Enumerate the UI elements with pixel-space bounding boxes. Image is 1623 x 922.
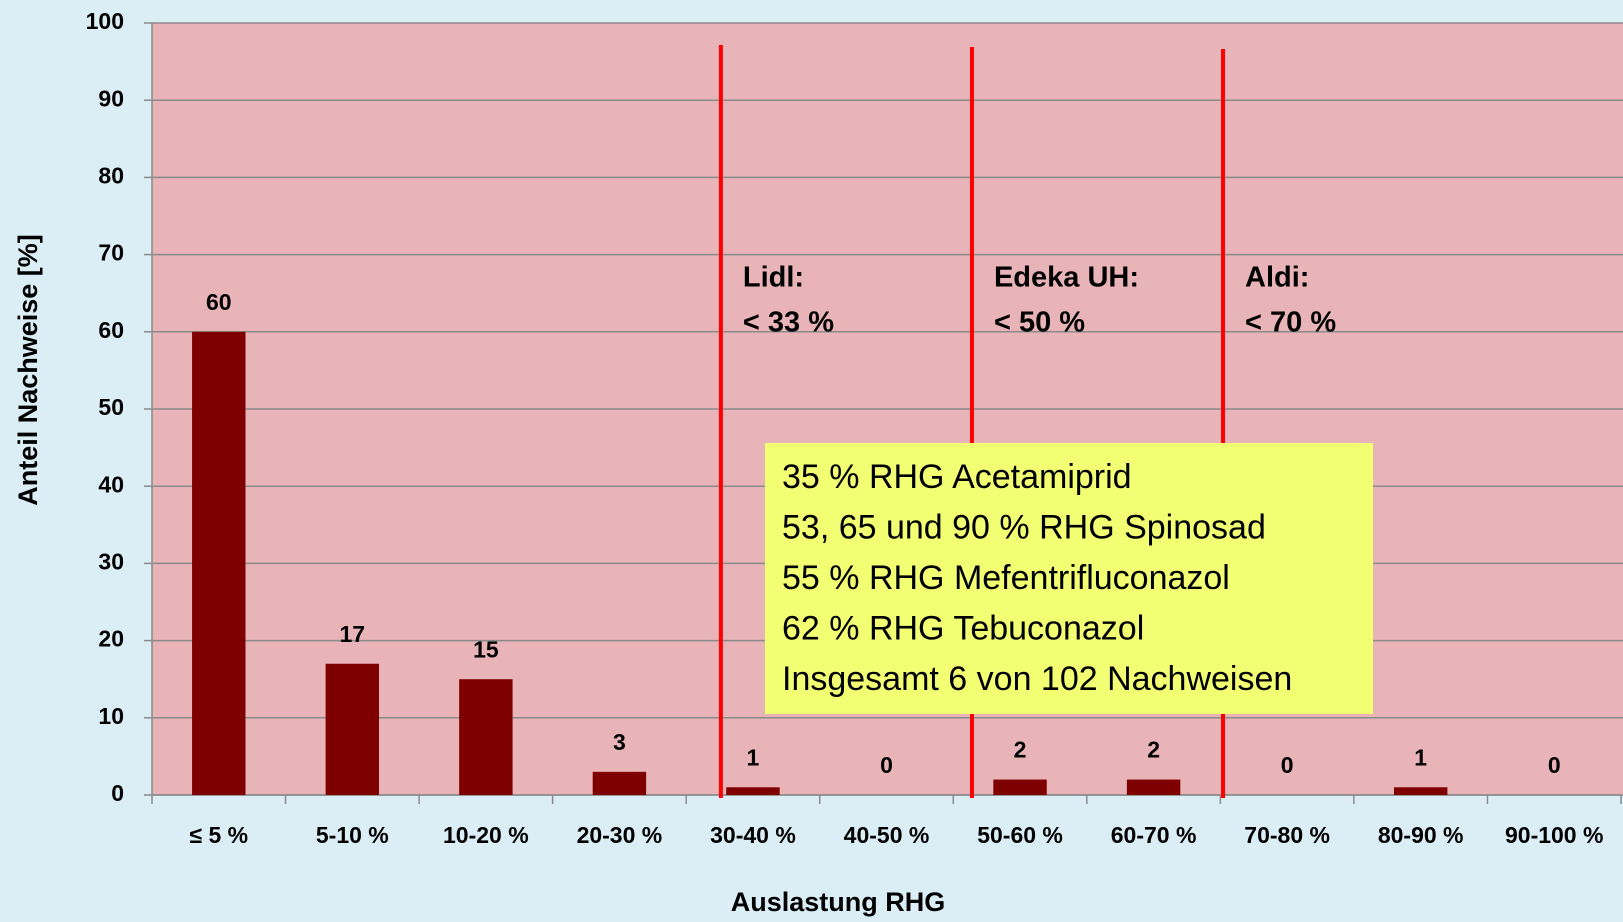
reference-label: Edeka UH: (994, 262, 1139, 294)
reference-label: < 33 % (743, 307, 834, 339)
x-tick-label: 80-90 % (1378, 822, 1464, 848)
value-label: 2 (1014, 737, 1027, 763)
reference-label: < 70 % (1245, 307, 1336, 339)
value-label: 0 (1548, 752, 1561, 778)
y-tick-label: 90 (98, 85, 124, 111)
y-tick-label: 40 (98, 471, 124, 497)
reference-label: < 50 % (994, 307, 1085, 339)
bar (459, 679, 513, 795)
bar (1393, 787, 1448, 795)
x-tick-label: 60-70 % (1111, 822, 1197, 848)
bar (993, 779, 1047, 795)
x-tick-label: 30-40 % (710, 822, 796, 848)
note-line: 35 % RHG Acetamiprid (782, 458, 1132, 496)
reference-label: Aldi: (1245, 262, 1309, 294)
value-label: 1 (747, 744, 760, 770)
x-tick-label: 90-100 % (1505, 822, 1603, 848)
x-tick-label: 5-10 % (316, 822, 389, 848)
y-tick-label: 10 (98, 703, 124, 729)
y-tick-label: 20 (98, 626, 124, 652)
bar (192, 331, 246, 795)
y-tick-label: 100 (86, 8, 124, 34)
bar (726, 787, 780, 795)
x-tick-label: 20-30 % (577, 822, 663, 848)
value-label: 2 (1147, 737, 1160, 763)
bar (592, 771, 647, 795)
bar (325, 663, 380, 795)
x-tick-label: 10-20 % (443, 822, 529, 848)
value-label: 60 (206, 289, 232, 315)
y-tick-label: 80 (98, 162, 124, 188)
note-box (765, 443, 1373, 714)
value-label: 17 (340, 621, 366, 647)
x-tick-label: 70-80 % (1244, 822, 1330, 848)
y-tick-label: 0 (111, 780, 124, 806)
bar (1126, 779, 1181, 795)
note-line: 55 % RHG Mefentrifluconazol (782, 559, 1230, 597)
y-tick-label: 70 (98, 240, 124, 266)
y-tick-label: 30 (98, 548, 124, 574)
value-label: 1 (1414, 744, 1427, 770)
value-label: 0 (880, 752, 893, 778)
y-tick-label: 50 (98, 394, 124, 420)
y-axis-label: Anteil Nachweise [%] (13, 234, 43, 506)
x-tick-label: 50-60 % (977, 822, 1063, 848)
value-label: 3 (613, 729, 626, 755)
reference-label: Lidl: (743, 262, 804, 294)
x-axis-label: Auslastung RHG (731, 887, 946, 917)
note-line: 53, 65 und 90 % RHG Spinosad (782, 508, 1266, 546)
x-tick-label: 40-50 % (844, 822, 930, 848)
note-line: 62 % RHG Tebuconazol (782, 609, 1144, 647)
y-tick-label: 60 (98, 317, 124, 343)
note-line: Insgesamt 6 von 102 Nachweisen (782, 660, 1292, 698)
value-label: 15 (473, 636, 499, 662)
x-tick-label: ≤ 5 % (189, 822, 248, 848)
value-label: 0 (1281, 752, 1294, 778)
